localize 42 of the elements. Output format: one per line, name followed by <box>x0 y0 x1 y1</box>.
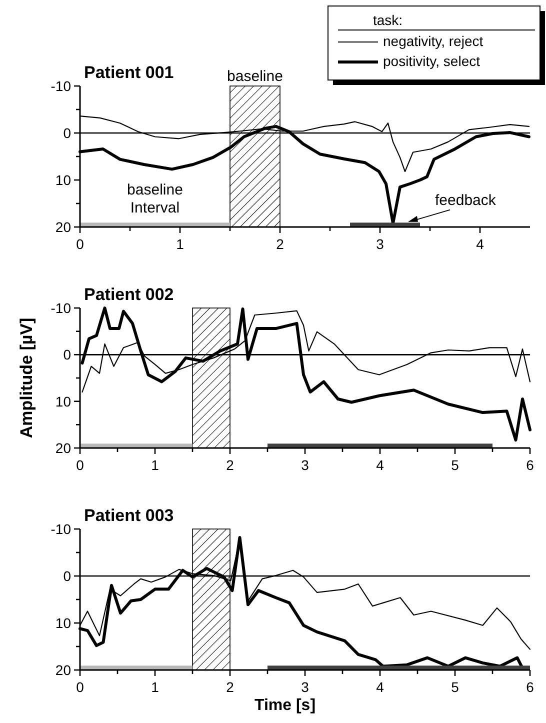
annotation: baseline Interval <box>127 182 183 217</box>
y-tick-label: 10 <box>55 172 72 188</box>
x-tick-label: 4 <box>376 679 384 695</box>
y-tick-label: 20 <box>55 440 72 456</box>
y-tick-label: -10 <box>50 521 72 537</box>
x-tick-label: 1 <box>151 679 160 695</box>
x-tick-label: 4 <box>476 236 484 252</box>
legend-label: negativity, reject <box>383 33 484 49</box>
y-tick-label: 0 <box>63 125 72 141</box>
chart-title: Patient 003 <box>84 506 174 525</box>
x-tick-label: 6 <box>526 457 534 473</box>
y-tick-label: -10 <box>50 78 72 94</box>
band-label: baseline <box>227 68 283 85</box>
x-tick-label: 0 <box>76 236 84 252</box>
x-tick-label: 4 <box>376 457 384 473</box>
x-tick-label: 5 <box>451 679 460 695</box>
x-tick-label: 2 <box>226 679 234 695</box>
x-tick-label: 1 <box>151 457 160 473</box>
x-tick-label: 5 <box>451 457 460 473</box>
x-tick-label: 0 <box>76 457 84 473</box>
x-tick-label: 3 <box>301 457 310 473</box>
chart-title: Patient 002 <box>84 285 174 304</box>
y-tick-label: -10 <box>50 300 72 316</box>
x-tick-label: 1 <box>176 236 184 252</box>
x-tick-label: 0 <box>76 679 84 695</box>
x-tick-label: 2 <box>276 236 284 252</box>
x-tick-label: 3 <box>301 679 310 695</box>
chart-title: Patient 001 <box>84 63 174 82</box>
y-tick-label: 10 <box>55 393 72 410</box>
y-tick-label: 0 <box>63 346 72 363</box>
annotation: feedback <box>435 192 496 209</box>
x-axis-title: Time [s] <box>254 697 316 714</box>
x-tick-label: 2 <box>226 457 234 473</box>
y-axis-title: Amplitude [µV] <box>17 318 36 438</box>
y-tick-label: 10 <box>55 615 72 631</box>
legend-label: positivity, select <box>383 53 480 69</box>
x-tick-label: 6 <box>526 679 534 695</box>
y-tick-label: 0 <box>63 568 72 584</box>
legend-title: task: <box>373 12 403 28</box>
x-tick-label: 3 <box>376 236 384 252</box>
y-tick-label: 20 <box>55 662 72 678</box>
y-tick-label: 20 <box>55 219 72 235</box>
